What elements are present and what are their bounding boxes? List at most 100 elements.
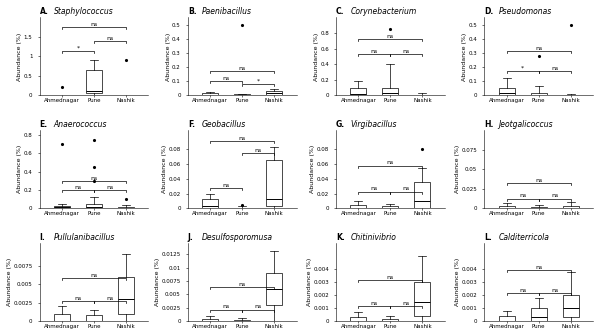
- PathPatch shape: [563, 206, 578, 208]
- PathPatch shape: [234, 94, 250, 95]
- Text: Jeotgalicoccus: Jeotgalicoccus: [499, 120, 553, 129]
- Text: A.: A.: [40, 7, 49, 16]
- Text: ns: ns: [387, 275, 394, 280]
- Text: ns: ns: [371, 186, 378, 192]
- PathPatch shape: [499, 316, 515, 321]
- Y-axis label: Abundance (%): Abundance (%): [17, 145, 22, 194]
- PathPatch shape: [530, 308, 547, 321]
- Text: G.: G.: [336, 120, 345, 129]
- Y-axis label: Abundance (%): Abundance (%): [455, 145, 460, 194]
- Y-axis label: Abundance (%): Abundance (%): [462, 32, 467, 81]
- Text: ns: ns: [403, 186, 410, 192]
- Text: Staphylococcus: Staphylococcus: [53, 7, 113, 16]
- Y-axis label: Abundance (%): Abundance (%): [166, 32, 171, 81]
- Text: E.: E.: [40, 120, 47, 129]
- Y-axis label: Abundance (%): Abundance (%): [310, 145, 316, 194]
- Text: ns: ns: [519, 288, 526, 293]
- PathPatch shape: [202, 93, 218, 95]
- Text: ns: ns: [239, 136, 246, 141]
- PathPatch shape: [530, 207, 547, 208]
- Text: *: *: [257, 78, 260, 83]
- Text: ns: ns: [403, 49, 410, 54]
- PathPatch shape: [382, 206, 398, 208]
- Text: ns: ns: [74, 296, 82, 301]
- Text: ns: ns: [106, 36, 113, 41]
- Text: ns: ns: [551, 288, 559, 293]
- PathPatch shape: [54, 314, 70, 321]
- Text: ns: ns: [223, 304, 230, 309]
- Text: B.: B.: [188, 7, 196, 16]
- Text: ns: ns: [239, 66, 246, 71]
- Y-axis label: Abundance (%): Abundance (%): [7, 258, 12, 306]
- PathPatch shape: [499, 206, 515, 208]
- PathPatch shape: [415, 282, 430, 316]
- Y-axis label: Abundance (%): Abundance (%): [314, 32, 319, 81]
- Text: ns: ns: [106, 185, 113, 190]
- Text: ns: ns: [90, 22, 98, 27]
- Text: ns: ns: [403, 301, 410, 306]
- PathPatch shape: [415, 182, 430, 208]
- Y-axis label: Abundance (%): Abundance (%): [455, 258, 460, 306]
- Text: Anaerococcus: Anaerococcus: [53, 120, 107, 129]
- Text: I.: I.: [40, 233, 45, 242]
- Text: ns: ns: [90, 175, 98, 180]
- Text: K.: K.: [336, 233, 345, 242]
- Text: ns: ns: [371, 301, 378, 306]
- PathPatch shape: [382, 319, 398, 321]
- Text: Geobacillus: Geobacillus: [202, 120, 246, 129]
- PathPatch shape: [530, 93, 547, 95]
- Text: ns: ns: [551, 194, 559, 199]
- Text: ns: ns: [223, 76, 230, 81]
- PathPatch shape: [86, 316, 102, 321]
- PathPatch shape: [266, 273, 282, 305]
- Text: Paenibacillus: Paenibacillus: [202, 7, 252, 16]
- Text: *: *: [76, 45, 79, 50]
- PathPatch shape: [350, 88, 367, 95]
- Text: ns: ns: [551, 66, 559, 71]
- PathPatch shape: [202, 200, 218, 208]
- Text: ns: ns: [239, 282, 246, 287]
- Text: H.: H.: [484, 120, 494, 129]
- Text: Virgibacillus: Virgibacillus: [350, 120, 397, 129]
- Text: D.: D.: [484, 7, 494, 16]
- Y-axis label: Abundance (%): Abundance (%): [155, 258, 160, 306]
- Text: ns: ns: [254, 148, 262, 153]
- Text: ns: ns: [106, 296, 113, 301]
- Text: ns: ns: [254, 304, 262, 309]
- Text: *: *: [521, 66, 524, 71]
- Text: Corynebacterium: Corynebacterium: [350, 7, 416, 16]
- Text: Pullulanibacillus: Pullulanibacillus: [53, 233, 115, 242]
- PathPatch shape: [54, 206, 70, 208]
- Y-axis label: Abundance (%): Abundance (%): [162, 145, 167, 194]
- PathPatch shape: [202, 319, 218, 321]
- Text: ns: ns: [74, 185, 82, 190]
- PathPatch shape: [350, 205, 367, 208]
- Text: ns: ns: [387, 34, 394, 39]
- Text: C.: C.: [336, 7, 344, 16]
- PathPatch shape: [118, 207, 134, 208]
- Text: Calditerricola: Calditerricola: [499, 233, 550, 242]
- PathPatch shape: [86, 204, 102, 208]
- Text: J.: J.: [188, 233, 194, 242]
- Y-axis label: Abundance (%): Abundance (%): [17, 32, 22, 81]
- Text: Chitinivibrio: Chitinivibrio: [350, 233, 396, 242]
- Y-axis label: Abundance (%): Abundance (%): [307, 258, 312, 306]
- Text: ns: ns: [535, 46, 542, 51]
- PathPatch shape: [234, 320, 250, 321]
- PathPatch shape: [382, 88, 398, 95]
- Text: L.: L.: [484, 233, 492, 242]
- Text: ns: ns: [535, 265, 542, 270]
- PathPatch shape: [350, 318, 367, 321]
- PathPatch shape: [118, 277, 134, 314]
- Text: ns: ns: [535, 178, 542, 183]
- Text: Pseudomonas: Pseudomonas: [499, 7, 552, 16]
- Text: ns: ns: [90, 273, 98, 278]
- PathPatch shape: [499, 88, 515, 95]
- Text: ns: ns: [223, 183, 230, 187]
- Text: ns: ns: [519, 194, 526, 199]
- Text: ns: ns: [387, 160, 394, 165]
- Text: ns: ns: [371, 49, 378, 54]
- Text: Desulfosporomusa: Desulfosporomusa: [202, 233, 273, 242]
- PathPatch shape: [266, 160, 282, 206]
- PathPatch shape: [86, 70, 102, 93]
